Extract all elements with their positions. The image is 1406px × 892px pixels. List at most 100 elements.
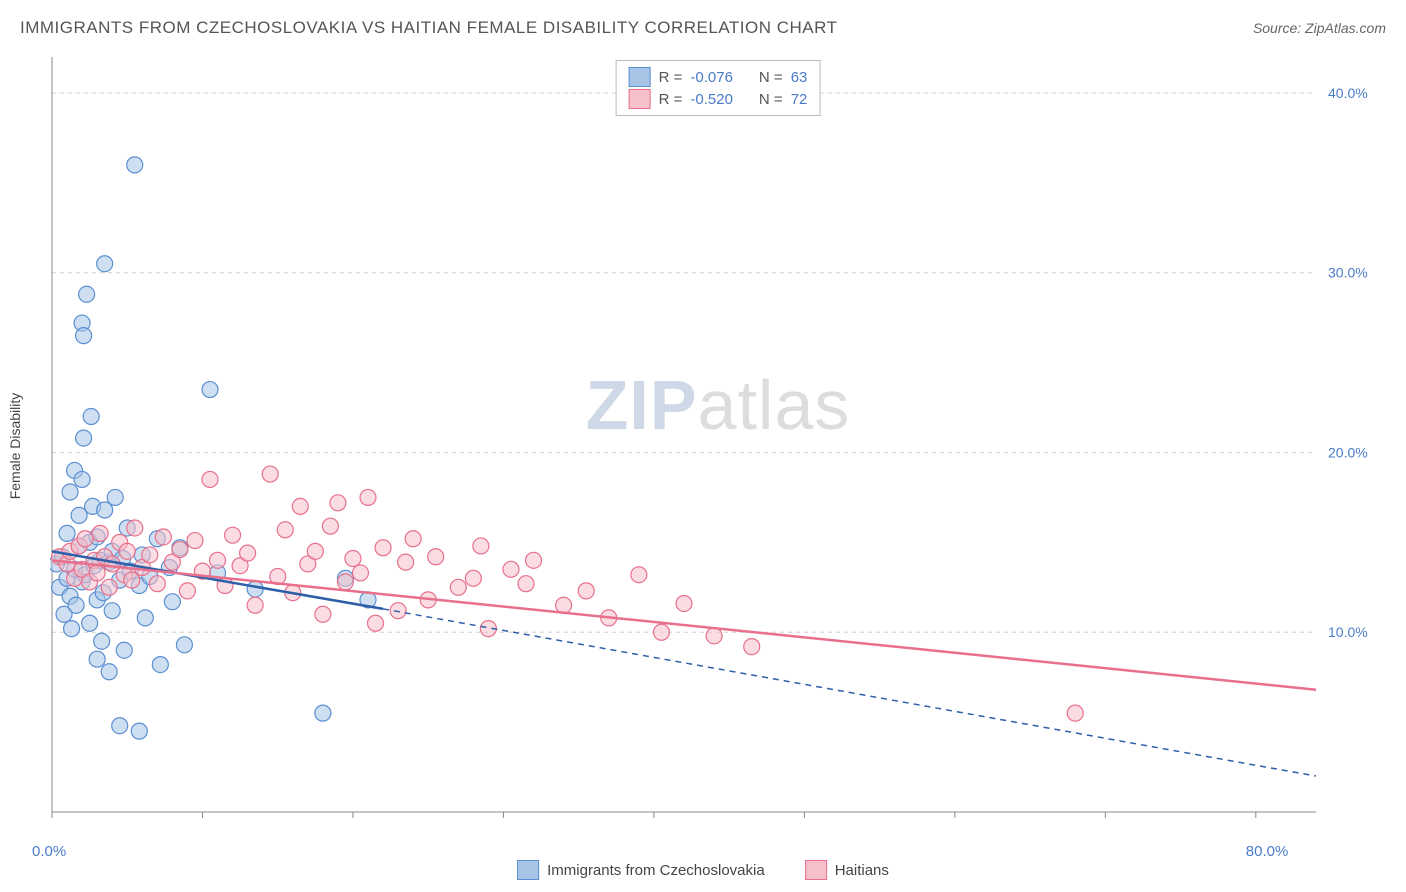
x-tick-label: 80.0% <box>1246 843 1289 860</box>
scatter-point <box>176 637 192 653</box>
scatter-point <box>74 471 90 487</box>
scatter-point <box>653 624 669 640</box>
r-label: R = <box>659 69 683 86</box>
scatter-point <box>82 615 98 631</box>
scatter-point <box>94 633 110 649</box>
scatter-point <box>64 621 80 637</box>
scatter-plot: 10.0%20.0%30.0%40.0% <box>50 55 1386 832</box>
legend-item: Immigrants from Czechoslovakia <box>517 860 765 880</box>
stats-row: R = -0.076 N = 63 <box>629 67 808 87</box>
n-value: 72 <box>791 91 808 108</box>
scatter-point <box>676 595 692 611</box>
scatter-point <box>101 579 117 595</box>
chart-title: IMMIGRANTS FROM CZECHOSLOVAKIA VS HAITIA… <box>20 18 837 38</box>
legend-swatch <box>629 89 651 109</box>
scatter-point <box>465 570 481 586</box>
scatter-point <box>277 522 293 538</box>
scatter-point <box>315 606 331 622</box>
source-label: Source: ZipAtlas.com <box>1253 20 1386 36</box>
svg-text:30.0%: 30.0% <box>1328 265 1368 281</box>
scatter-point <box>79 286 95 302</box>
scatter-point <box>631 567 647 583</box>
svg-text:40.0%: 40.0% <box>1328 85 1368 101</box>
scatter-point <box>247 597 263 613</box>
scatter-point <box>473 538 489 554</box>
scatter-point <box>116 642 132 658</box>
y-axis-label: Female Disability <box>7 393 23 500</box>
stats-row: R = -0.520 N = 72 <box>629 89 808 109</box>
scatter-point <box>152 657 168 673</box>
scatter-point <box>428 549 444 565</box>
scatter-point <box>292 498 308 514</box>
scatter-point <box>89 651 105 667</box>
scatter-point <box>352 565 368 581</box>
scatter-point <box>330 495 346 511</box>
scatter-point <box>556 597 572 613</box>
n-label: N = <box>759 91 783 108</box>
stats-legend: R = -0.076 N = 63 R = -0.520 N = 72 <box>616 60 821 116</box>
legend-swatch <box>517 860 539 880</box>
scatter-point <box>240 545 256 561</box>
scatter-point <box>322 518 338 534</box>
scatter-point <box>503 561 519 577</box>
scatter-point <box>375 540 391 556</box>
scatter-point <box>518 576 534 592</box>
scatter-point <box>202 471 218 487</box>
scatter-point <box>172 542 188 558</box>
scatter-point <box>127 520 143 536</box>
scatter-point <box>92 525 108 541</box>
scatter-point <box>127 157 143 173</box>
scatter-point <box>262 466 278 482</box>
bottom-legend: Immigrants from Czechoslovakia Haitians <box>517 860 889 880</box>
scatter-point <box>1067 705 1083 721</box>
r-value: -0.076 <box>690 69 733 86</box>
scatter-point <box>89 565 105 581</box>
scatter-point <box>744 639 760 655</box>
scatter-point <box>119 543 135 559</box>
scatter-point <box>68 597 84 613</box>
scatter-point <box>337 574 353 590</box>
chart-area: 10.0%20.0%30.0%40.0% ZIPatlas R =-0.076N… <box>50 55 1386 832</box>
n-label: N = <box>759 69 783 86</box>
scatter-point <box>62 484 78 500</box>
n-value: 63 <box>791 69 808 86</box>
scatter-point <box>345 551 361 567</box>
scatter-point <box>368 615 384 631</box>
scatter-point <box>137 610 153 626</box>
r-value: -0.520 <box>690 91 733 108</box>
scatter-point <box>112 718 128 734</box>
legend-item: Haitians <box>805 860 889 880</box>
scatter-point <box>107 489 123 505</box>
scatter-point <box>164 594 180 610</box>
scatter-point <box>179 583 195 599</box>
scatter-point <box>76 430 92 446</box>
x-tick-label: 0.0% <box>32 843 66 860</box>
trend-line <box>52 560 1316 689</box>
scatter-point <box>71 507 87 523</box>
scatter-point <box>83 409 99 425</box>
scatter-point <box>405 531 421 547</box>
svg-text:20.0%: 20.0% <box>1328 444 1368 460</box>
r-label: R = <box>659 91 683 108</box>
scatter-point <box>360 489 376 505</box>
scatter-point <box>104 603 120 619</box>
scatter-point <box>578 583 594 599</box>
scatter-point <box>149 576 165 592</box>
scatter-point <box>210 552 226 568</box>
scatter-point <box>706 628 722 644</box>
scatter-point <box>76 328 92 344</box>
scatter-point <box>398 554 414 570</box>
scatter-point <box>59 525 75 541</box>
scatter-point <box>315 705 331 721</box>
scatter-point <box>187 533 203 549</box>
scatter-point <box>450 579 466 595</box>
scatter-point <box>77 531 93 547</box>
scatter-point <box>247 581 263 597</box>
scatter-point <box>225 527 241 543</box>
legend-swatch <box>805 860 827 880</box>
scatter-point <box>101 664 117 680</box>
scatter-point <box>202 382 218 398</box>
legend-label: Immigrants from Czechoslovakia <box>547 862 765 879</box>
scatter-point <box>390 603 406 619</box>
scatter-point <box>131 723 147 739</box>
